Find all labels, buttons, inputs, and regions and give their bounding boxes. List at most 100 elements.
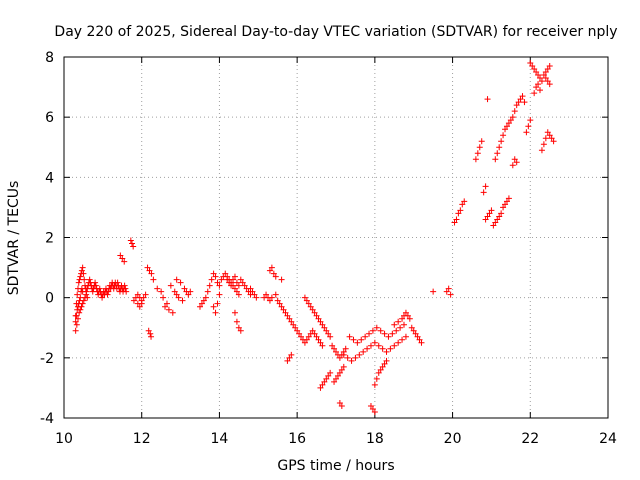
data-point [371, 408, 378, 415]
plot-frame [63, 56, 609, 419]
data-point [546, 63, 553, 70]
data-point [74, 315, 81, 322]
x-tick-label: 24 [599, 431, 617, 447]
data-point [360, 348, 367, 355]
data-point [122, 285, 129, 292]
data-point [247, 285, 254, 292]
data-point [222, 270, 229, 277]
data-point [239, 279, 246, 286]
data-point [375, 369, 382, 376]
data-point [548, 135, 555, 142]
data-point [148, 270, 155, 277]
data-point [369, 327, 376, 334]
data-point [253, 294, 260, 301]
data-point [224, 273, 231, 280]
data-point [344, 354, 351, 361]
data-point [81, 276, 88, 283]
data-point [319, 381, 326, 388]
data-point [99, 294, 106, 301]
data-point [233, 279, 240, 286]
data-point [385, 333, 392, 340]
x-tick-label: 14 [211, 431, 229, 447]
data-point [77, 273, 84, 280]
data-point [336, 399, 343, 406]
data-point [346, 333, 353, 340]
data-point [511, 108, 518, 115]
data-point [212, 309, 219, 316]
data-point [533, 84, 540, 91]
data-point [226, 276, 233, 283]
data-point [117, 252, 124, 259]
data-point [373, 324, 380, 331]
data-point [276, 300, 283, 307]
data-point [187, 288, 194, 295]
data-point [231, 309, 238, 316]
data-point [445, 285, 452, 292]
data-point [130, 243, 137, 250]
data-point [313, 333, 320, 340]
data-point [144, 264, 151, 271]
data-point [533, 69, 540, 76]
data-point [498, 138, 505, 145]
data-point [165, 306, 172, 313]
data-point [399, 336, 406, 343]
data-point [494, 150, 501, 157]
data-point [179, 297, 186, 304]
data-point [303, 336, 310, 343]
data-point [503, 198, 510, 205]
data-point [173, 276, 180, 283]
data-point [496, 144, 503, 151]
data-point [507, 117, 514, 124]
data-point [327, 369, 334, 376]
data-point [169, 309, 176, 316]
data-point [84, 294, 91, 301]
data-point [73, 321, 80, 328]
data-point [338, 402, 345, 409]
data-point [140, 294, 147, 301]
data-point [75, 279, 82, 286]
y-axis-label: SDTVAR / TECUs [6, 181, 22, 296]
data-point [278, 276, 285, 283]
data-point [352, 354, 359, 361]
data-point [494, 216, 501, 223]
data-point [354, 339, 361, 346]
data-point [167, 282, 174, 289]
data-point [509, 114, 516, 121]
data-point [171, 288, 178, 295]
data-point [371, 381, 378, 388]
data-point [391, 342, 398, 349]
data-point [266, 267, 273, 274]
data-point [301, 339, 308, 346]
data-point [325, 330, 332, 337]
data-point [459, 201, 466, 208]
data-point [114, 279, 121, 286]
data-point [74, 303, 81, 310]
data-point [505, 120, 512, 127]
data-point [519, 93, 526, 100]
data-point [315, 336, 322, 343]
data-point [301, 294, 308, 301]
data-point [404, 312, 411, 319]
data-point [544, 78, 551, 85]
data-point [399, 315, 406, 322]
data-point [266, 297, 273, 304]
data-point [147, 330, 154, 337]
data-point [315, 315, 322, 322]
data-point [148, 333, 155, 340]
data-point [492, 156, 499, 163]
data-point [395, 318, 402, 325]
data-point [249, 288, 256, 295]
data-point [280, 306, 287, 313]
data-point [544, 66, 551, 73]
data-point [73, 312, 80, 319]
data-point [286, 354, 293, 361]
data-point [74, 306, 81, 313]
data-point [292, 324, 299, 331]
data-point [290, 321, 297, 328]
data-point [79, 264, 86, 271]
data-point [377, 366, 384, 373]
y-tick-label: 4 [45, 170, 54, 186]
data-point [505, 195, 512, 202]
data-point [482, 216, 489, 223]
